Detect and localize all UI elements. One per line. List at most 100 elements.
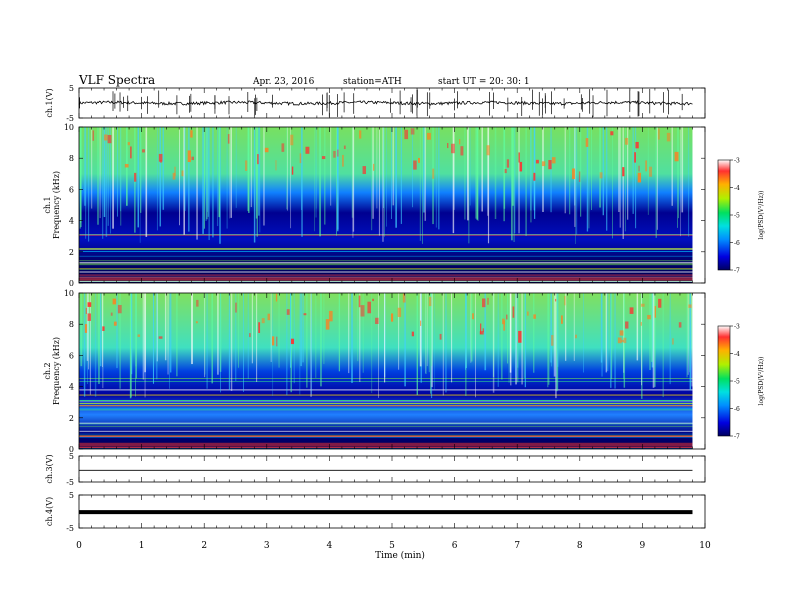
colorbar-tick-label: -5 <box>734 379 740 386</box>
colorbar-tick-label: -7 <box>734 434 740 441</box>
high-power-patch <box>360 305 365 317</box>
high-power-patch <box>645 160 647 172</box>
high-power-patch <box>487 297 489 305</box>
high-power-patch <box>637 172 642 183</box>
high-power-patch <box>512 306 515 318</box>
y-tick-label: 4 <box>69 383 74 392</box>
high-power-patch <box>264 147 269 153</box>
y-tick-label: 4 <box>69 217 74 226</box>
high-power-patch <box>358 295 361 308</box>
colorbar-tick-label: -4 <box>734 351 740 358</box>
high-power-patch <box>290 134 294 146</box>
y-axis-label: ch.1(V) <box>45 88 54 117</box>
high-power-patch <box>617 337 622 344</box>
high-power-patch <box>503 320 506 331</box>
y-tick-label: 2 <box>69 414 74 423</box>
y-tick-label: -5 <box>66 114 74 123</box>
high-power-patch <box>535 159 539 164</box>
y-axis-label: Frequency (kHz) <box>52 337 61 405</box>
high-power-patch <box>432 168 435 179</box>
high-power-patch <box>196 299 199 307</box>
figure-title: VLF Spectra <box>78 73 155 87</box>
high-power-patch <box>84 324 88 333</box>
high-power-patch <box>427 132 431 140</box>
colorbar-gradient <box>717 325 731 437</box>
high-power-patch <box>625 321 629 329</box>
high-power-patch <box>533 172 536 181</box>
x-tick-label: 10 <box>699 541 711 551</box>
high-power-patch <box>286 309 290 315</box>
high-power-patch <box>460 146 464 156</box>
high-power-patch <box>235 302 237 313</box>
y-tick-label: 0 <box>69 279 74 288</box>
y-axis-label: ch.4(V) <box>45 497 54 526</box>
high-power-patch <box>272 336 275 346</box>
high-power-patch <box>658 128 660 140</box>
colorbar-tick-label: -4 <box>734 185 740 192</box>
x-tick-label: 2 <box>201 541 207 551</box>
high-power-patch <box>134 172 137 182</box>
y-tick-label: 5 <box>69 84 74 93</box>
high-power-patch <box>634 152 636 163</box>
colorbar-tick-label: -3 <box>734 324 740 331</box>
ch1-spectrogram-panel: 0 2 4 6 8 10 ch.1 Frequency (kHz) <box>43 123 706 288</box>
high-power-patch <box>158 336 163 339</box>
high-power-patch <box>195 321 198 324</box>
colorbar-ch2: -3 -4 -5 -6 -7 log(PSD(V²/Hz)) <box>717 324 765 441</box>
high-power-patch <box>654 305 656 318</box>
start-time-label: start UT = 20: 30: 1 <box>438 77 530 87</box>
high-power-patch <box>124 163 129 168</box>
y-tick-label: 0 <box>69 445 74 454</box>
high-power-patch <box>504 168 507 174</box>
high-power-patch <box>87 302 92 307</box>
ch1-waveform-panel: 5 -5 ch.1(V) <box>45 84 706 123</box>
ch1-waveform-trace <box>78 100 693 106</box>
high-power-patch <box>572 168 575 180</box>
high-power-patch <box>551 157 556 164</box>
y-tick-label: 2 <box>69 248 74 257</box>
high-power-patch <box>321 156 326 160</box>
x-tick-label: 1 <box>139 541 145 551</box>
high-power-patch <box>420 320 422 326</box>
high-power-patch <box>113 321 117 326</box>
station-label: station=ATH <box>343 77 402 87</box>
high-power-patch <box>249 333 251 338</box>
high-power-patch <box>85 307 87 314</box>
high-power-patch <box>575 334 577 339</box>
high-power-patch <box>451 143 455 154</box>
high-power-patch <box>428 296 432 307</box>
high-power-patch <box>291 166 294 175</box>
high-power-patch <box>678 322 682 328</box>
high-power-patch <box>506 159 510 168</box>
high-power-patch <box>337 149 339 157</box>
high-power-patch <box>518 152 520 163</box>
high-power-patch <box>275 160 277 171</box>
high-power-patch <box>112 298 117 305</box>
high-power-patch <box>518 330 522 343</box>
high-power-patch <box>666 132 671 142</box>
y-tick-label: 10 <box>64 123 74 132</box>
high-power-patch <box>658 298 662 308</box>
high-power-patch <box>541 161 546 167</box>
high-power-patch <box>342 154 344 167</box>
high-power-patch <box>281 143 285 152</box>
y-axis-label: ch.2 <box>43 362 52 379</box>
high-power-patch <box>372 298 374 302</box>
high-power-patch <box>599 172 603 179</box>
colorbar-tick-label: -3 <box>734 158 740 165</box>
high-power-patch <box>110 312 113 316</box>
y-tick-label: 6 <box>69 351 74 360</box>
colorbar-label: log(PSD(V²/Hz)) <box>758 191 765 240</box>
high-power-patch <box>585 138 589 147</box>
high-power-patch <box>187 150 191 163</box>
high-power-patch <box>619 330 624 336</box>
high-power-patch <box>129 146 132 159</box>
high-power-patch <box>447 143 449 149</box>
high-power-patch <box>367 301 372 314</box>
high-power-patch <box>551 335 554 346</box>
y-tick-label: 6 <box>69 185 74 194</box>
high-power-patch <box>375 317 379 324</box>
high-power-patch <box>561 315 563 324</box>
high-power-patch <box>328 310 333 322</box>
high-power-patch <box>174 166 176 177</box>
